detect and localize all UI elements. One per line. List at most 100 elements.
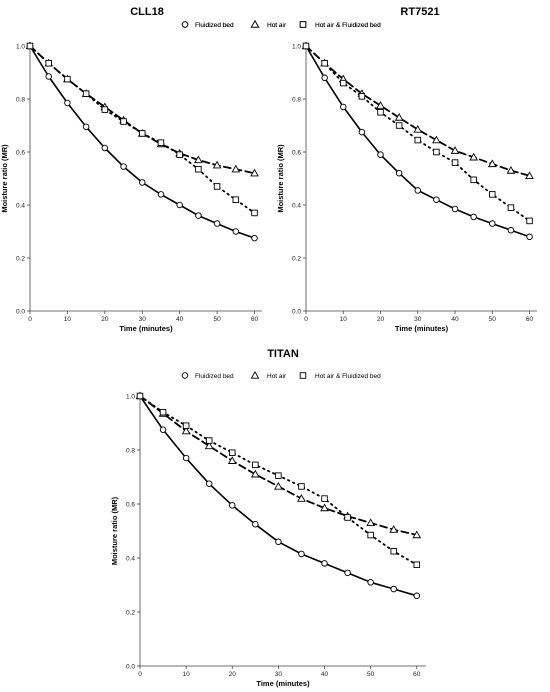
legend-marker (181, 21, 189, 28)
x-tick-label: 60 (526, 316, 534, 323)
x-tick-label: 10 (64, 316, 72, 323)
data-point (451, 159, 459, 166)
legend-entry: Hot air & Fluidized bed (315, 373, 381, 380)
data-point (250, 469, 260, 478)
data-point (377, 151, 384, 158)
data-point (414, 136, 422, 144)
data-point (470, 176, 477, 184)
y-axis-label: Moisture ratio (MR) (0, 144, 9, 213)
data-point (26, 42, 34, 50)
data-point (390, 585, 397, 593)
data-point (274, 481, 283, 490)
data-point (120, 118, 127, 125)
data-point (377, 108, 384, 116)
data-point (507, 226, 515, 234)
x-axis-label: Time (minutes) (395, 324, 449, 333)
data-point (229, 449, 236, 456)
data-point (232, 196, 240, 203)
data-point (506, 166, 516, 174)
x-tick-label: 40 (176, 316, 184, 323)
data-point (157, 191, 165, 198)
x-tick-label: 50 (367, 671, 375, 678)
data-point (120, 163, 127, 170)
y-tick-label: 0.2 (126, 609, 135, 616)
x-tick-label: 20 (101, 316, 109, 323)
x-tick-label: 30 (139, 316, 147, 323)
y-tick-label: 0.8 (126, 447, 135, 454)
data-point (321, 59, 328, 67)
y-tick-label: 0.0 (16, 308, 25, 315)
legend-entry: Fluidized bed (195, 22, 234, 29)
data-point (367, 531, 374, 539)
data-point (205, 480, 213, 488)
legend-marker (250, 370, 260, 379)
data-point (389, 525, 399, 533)
data-point (413, 561, 421, 569)
data-point (321, 560, 328, 567)
data-point (526, 233, 533, 241)
data-point (213, 183, 221, 190)
data-point (45, 59, 52, 67)
data-point (297, 494, 306, 502)
data-point (321, 74, 328, 82)
data-point (231, 164, 241, 173)
data-point (251, 209, 258, 217)
data-point (204, 441, 214, 450)
data-point (487, 159, 497, 168)
data-point (176, 201, 183, 209)
data-point (213, 220, 221, 227)
series-line (29, 45, 256, 175)
data-point (195, 212, 202, 219)
y-tick-label: 0.6 (126, 501, 135, 508)
data-point (229, 502, 236, 509)
data-point (412, 530, 422, 539)
data-point (139, 179, 146, 186)
x-tick-label: 10 (340, 316, 348, 323)
data-point (432, 135, 441, 144)
legend-entry: Hot air (267, 22, 287, 29)
data-point (182, 422, 190, 429)
x-tick-label: 60 (251, 316, 259, 323)
data-point (275, 472, 282, 479)
data-point (136, 392, 144, 400)
x-tick-label: 20 (377, 316, 385, 323)
data-point (358, 128, 366, 136)
data-point (413, 124, 423, 133)
x-axis-label: Time (minutes) (256, 679, 310, 688)
data-point (367, 579, 374, 586)
data-point (212, 160, 222, 169)
data-point (433, 148, 440, 156)
x-tick-label: 0 (138, 671, 142, 678)
data-point (205, 437, 213, 444)
legend-entry: Fluidized bed (195, 22, 234, 29)
legend-marker (299, 372, 307, 379)
legend-entry: Fluidized bed (195, 373, 234, 380)
data-point (344, 569, 351, 577)
series-line (139, 395, 418, 597)
y-tick-label: 1.0 (292, 43, 301, 50)
x-tick-label: 20 (229, 671, 237, 678)
chart-title: TITAN (267, 348, 299, 360)
data-point (470, 213, 477, 221)
data-point (159, 426, 167, 434)
legend-entry: Hot air (267, 373, 287, 380)
data-point (252, 461, 259, 469)
data-point (232, 228, 240, 235)
x-tick-label: 0 (28, 316, 32, 323)
data-point (344, 514, 351, 521)
data-point (450, 146, 460, 154)
data-point (433, 196, 440, 203)
data-point (395, 169, 403, 177)
x-tick-label: 0 (304, 316, 308, 323)
data-point (250, 168, 259, 177)
data-point (414, 187, 422, 194)
x-tick-label: 30 (414, 316, 422, 323)
x-tick-label: 50 (489, 316, 497, 323)
data-point (101, 106, 109, 113)
data-point (489, 220, 496, 227)
data-point (227, 456, 237, 464)
y-tick-label: 1.0 (16, 43, 25, 50)
data-point (302, 42, 310, 50)
chart-title: RT7521 (400, 6, 439, 18)
data-point (64, 75, 71, 83)
